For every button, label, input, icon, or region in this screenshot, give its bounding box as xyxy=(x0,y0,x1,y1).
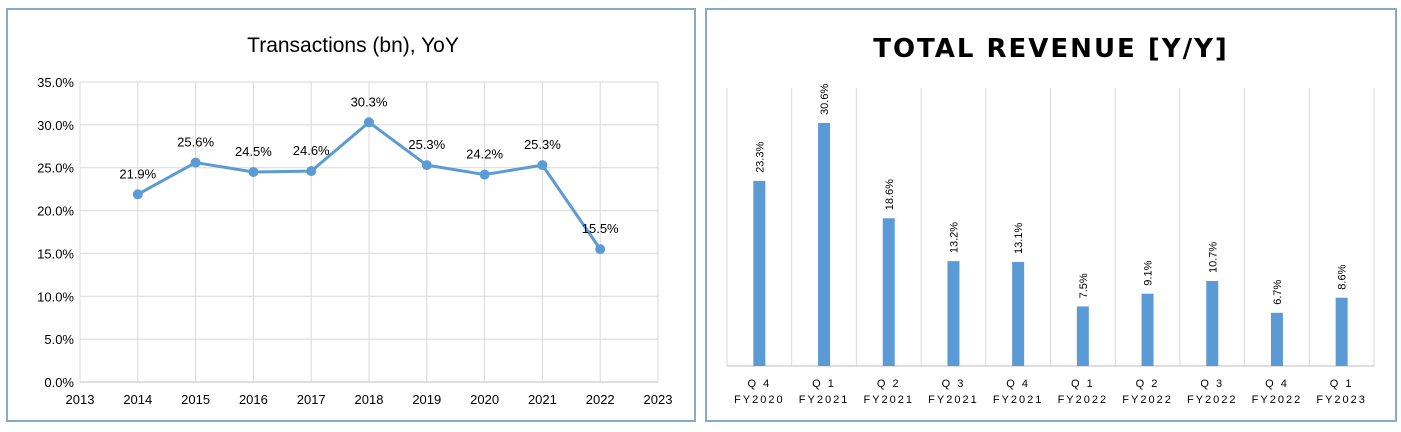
x-category-label: Q 1 xyxy=(1330,378,1354,390)
data-label: 7.5% xyxy=(1078,273,1090,298)
bar xyxy=(1270,312,1283,366)
data-point xyxy=(190,157,201,168)
total-revenue-yoy-chart: TOTAL REVENUE [Y/Y] 23.3% 30.6% 18.6% 13.2%… xyxy=(726,34,1375,406)
data-label: 6.7% xyxy=(1272,279,1284,304)
data-label: 24.6% xyxy=(293,143,330,158)
data-label: 30.3% xyxy=(351,94,388,109)
x-tick-label: 2015 xyxy=(181,392,210,407)
x-category-label: Q 2 xyxy=(877,378,901,390)
chart-title: TOTAL REVENUE [Y/Y] xyxy=(873,34,1229,64)
data-label: 10.7% xyxy=(1207,242,1219,273)
x-category-label: FY2020 xyxy=(734,394,785,406)
x-category-label: FY2021 xyxy=(928,394,979,406)
x-category-label: Q 4 xyxy=(747,378,771,390)
bar xyxy=(1206,281,1219,366)
bar xyxy=(1141,293,1154,366)
data-point xyxy=(595,244,606,255)
data-label: 23.3% xyxy=(754,142,766,173)
data-point xyxy=(364,117,374,128)
x-category-label: Q 2 xyxy=(1136,378,1160,390)
data-label: 15.5% xyxy=(582,221,619,236)
x-tick-label: 2023 xyxy=(644,392,673,407)
y-tick-label: 25.0% xyxy=(37,161,74,176)
x-category-label: FY2021 xyxy=(993,394,1044,406)
x-category-label: FY2022 xyxy=(1187,394,1238,406)
data-label: 18.6% xyxy=(884,179,896,210)
total-revenue-yoy-chart-panel: TOTAL REVENUE [Y/Y] 23.3% 30.6% 18.6% 13.2%… xyxy=(705,8,1397,422)
data-label: 13.2% xyxy=(948,222,960,253)
y-tick-label: 10.0% xyxy=(37,289,74,304)
data-label: 25.6% xyxy=(177,135,214,150)
bar xyxy=(1335,297,1348,366)
x-tick-label: 2013 xyxy=(66,392,95,407)
data-label: 24.5% xyxy=(235,144,272,159)
data-label: 8.6% xyxy=(1337,264,1349,289)
data-label: 24.2% xyxy=(466,147,503,162)
data-point xyxy=(306,166,317,177)
y-tick-label: 35.0% xyxy=(37,75,74,90)
x-tick-label: 2017 xyxy=(297,392,326,407)
y-tick-label: 15.0% xyxy=(37,246,74,261)
x-tick-label: 2016 xyxy=(239,392,268,407)
data-label: 13.1% xyxy=(1013,223,1025,254)
data-point xyxy=(421,160,432,171)
data-point xyxy=(248,167,259,177)
x-category-label: FY2021 xyxy=(863,394,914,406)
data-point xyxy=(132,189,143,200)
y-tick-label: 0.0% xyxy=(44,375,74,390)
x-category-label: FY2023 xyxy=(1316,394,1367,406)
x-category-label: Q 3 xyxy=(1200,378,1224,390)
x-category-label: Q 1 xyxy=(812,378,836,390)
bar xyxy=(1012,261,1025,366)
bar xyxy=(947,261,960,366)
y-tick-label: 20.0% xyxy=(37,204,74,219)
data-label: 25.3% xyxy=(408,137,445,152)
x-category-label: Q 1 xyxy=(1071,378,1095,390)
y-tick-label: 5.0% xyxy=(44,332,74,347)
bar xyxy=(882,218,895,366)
bar xyxy=(818,122,831,366)
chart-title: Transactions (bn), YoY xyxy=(247,34,459,57)
x-tick-label: 2014 xyxy=(123,392,152,407)
x-tick-label: 2018 xyxy=(355,392,384,407)
data-label: 9.1% xyxy=(1143,260,1155,285)
transactions-yoy-chart: Transactions (bn), YoY 0.0% 5.0% 10.0% 15.0… xyxy=(37,34,673,407)
x-category-label: Q 4 xyxy=(1006,378,1030,390)
data-label: 21.9% xyxy=(119,166,156,181)
x-tick-label: 2019 xyxy=(412,392,441,407)
x-category-label: FY2021 xyxy=(799,394,850,406)
x-category-label: FY2022 xyxy=(1252,394,1303,406)
x-tick-label: 2021 xyxy=(528,392,557,407)
x-category-label: FY2022 xyxy=(1122,394,1173,406)
data-point xyxy=(479,169,490,180)
bar xyxy=(1076,306,1089,366)
transactions-yoy-chart-panel: Transactions (bn), YoY 0.0% 5.0% 10.0% 15.0… xyxy=(6,8,696,422)
data-point xyxy=(537,160,548,171)
x-tick-label: 2020 xyxy=(470,392,499,407)
x-category-label: FY2022 xyxy=(1058,394,1109,406)
x-tick-label: 2022 xyxy=(586,392,615,407)
x-category-label: Q 4 xyxy=(1265,378,1289,390)
data-label: 30.6% xyxy=(819,84,831,115)
y-tick-label: 30.0% xyxy=(37,118,74,133)
bar xyxy=(753,180,766,366)
x-category-label: Q 3 xyxy=(942,378,966,390)
data-label: 25.3% xyxy=(524,137,561,152)
